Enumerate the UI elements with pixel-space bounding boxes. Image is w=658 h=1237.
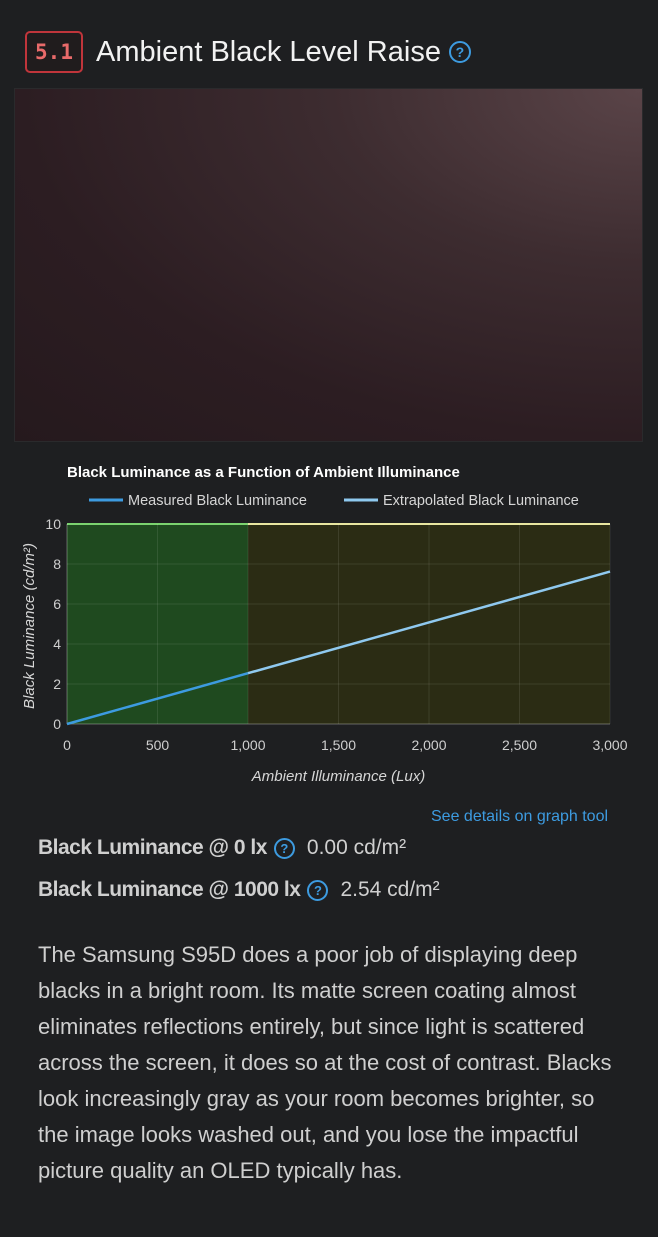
y-tick-label: 8: [53, 556, 61, 572]
stat-black-luminance-0lx: Black Luminance @ 0 lx ? 0.00 cd/m²: [38, 836, 406, 860]
chart-region-1: [248, 524, 610, 724]
chart-title: Black Luminance as a Function of Ambient…: [67, 464, 460, 481]
x-tick-label: 2,500: [502, 737, 537, 753]
x-tick-label: 1,500: [321, 737, 356, 753]
legend-label-0: Measured Black Luminance: [128, 493, 307, 509]
x-tick-label: 500: [146, 737, 170, 753]
stat-black-luminance-1000lx: Black Luminance @ 1000 lx ? 2.54 cd/m²: [38, 878, 440, 902]
stat-label: Black Luminance @ 1000 lx: [38, 878, 301, 901]
x-tick-label: 1,000: [230, 737, 265, 753]
series-line-0: [66, 671, 249, 726]
help-icon[interactable]: ?: [448, 41, 471, 63]
help-icon[interactable]: ?: [273, 837, 295, 859]
section-title: Ambient Black Level Raise: [96, 35, 441, 68]
x-axis-label: Ambient Illuminance (Lux): [251, 768, 425, 785]
stat-label: Black Luminance @ 0 lx: [38, 836, 267, 859]
x-tick-label: 3,000: [592, 737, 627, 753]
y-tick-label: 6: [53, 596, 61, 612]
series-line-1: [247, 570, 611, 675]
legend-label-1: Extrapolated Black Luminance: [383, 493, 579, 509]
x-tick-label: 0: [63, 737, 71, 753]
y-axis-label: Black Luminance (cd/m²): [21, 543, 38, 709]
section-header: 5.1 Ambient Black Level Raise ?: [25, 30, 471, 74]
y-tick-label: 10: [45, 516, 61, 532]
stat-value: 2.54 cd/m²: [340, 878, 440, 901]
chart-legend[interactable]: Measured Black Luminance Extrapolated Bla…: [89, 493, 579, 509]
y-tick-label: 4: [53, 636, 61, 652]
test-photo: [15, 89, 642, 441]
y-tick-label: 2: [53, 676, 61, 692]
section-number-badge: 5.1: [25, 31, 83, 73]
y-tick-label: 0: [53, 716, 61, 732]
black-luminance-chart: Black Luminance as a Function of Ambient…: [21, 464, 628, 785]
x-tick-label: 2,000: [411, 737, 446, 753]
graph-tool-link[interactable]: See details on graph tool: [431, 808, 609, 825]
chart-region-0: [67, 524, 248, 724]
help-icon[interactable]: ?: [307, 879, 329, 901]
stat-value: 0.00 cd/m²: [306, 836, 407, 859]
description-text: The Samsung S95D does a poor job of disp…: [38, 942, 612, 1183]
chart-plot-area: 0 500 1,000 1,500 2,000 2,500 3,000 0 2 4 6 8 10: [45, 516, 627, 753]
